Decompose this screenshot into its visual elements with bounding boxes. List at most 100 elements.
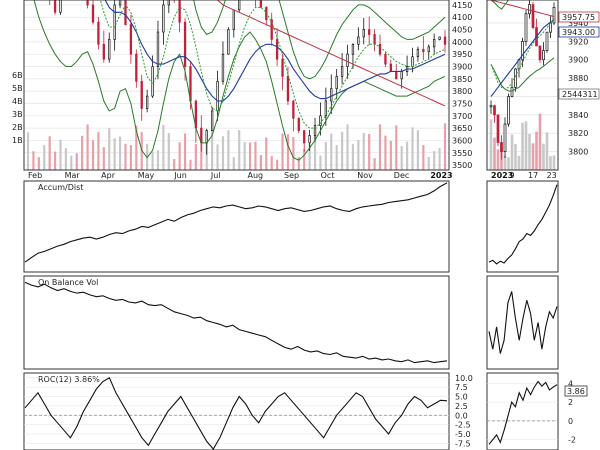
y-tick-label: 3600 xyxy=(452,136,472,145)
candle-body xyxy=(97,21,100,45)
candle-body xyxy=(102,43,105,60)
volume-tick-label: 4B xyxy=(12,97,23,106)
candle-body xyxy=(416,48,420,58)
obv-line xyxy=(24,281,448,364)
x-axis-label: Apr xyxy=(101,171,116,180)
roc-value-label: 3.86 xyxy=(564,385,588,397)
candle-body xyxy=(232,9,235,30)
candle-body xyxy=(510,86,514,97)
volume-bar xyxy=(411,127,414,170)
volume-bar xyxy=(86,124,89,170)
volume-bar xyxy=(259,155,262,170)
volume-bar xyxy=(26,132,30,170)
volume-bar xyxy=(362,132,365,170)
volume-bar xyxy=(297,157,300,170)
volume-bar xyxy=(549,156,552,170)
x-axis-label: Feb xyxy=(28,171,42,180)
obv-title: On Balance Vol xyxy=(38,278,98,287)
sma-red-line xyxy=(490,0,555,17)
volume-bar xyxy=(507,157,510,170)
accum-dist-line xyxy=(24,182,448,263)
x-axis-label: Jun xyxy=(173,171,187,180)
volume-bar xyxy=(324,142,327,170)
roc-y-tick-label: -5.0 xyxy=(455,430,471,439)
roc-y-tick-label: 10.0 xyxy=(455,374,473,383)
volume-bar xyxy=(313,127,317,170)
volume-bar xyxy=(542,143,545,170)
volume-bar xyxy=(135,125,138,170)
volume-bar xyxy=(503,155,507,170)
candle-body xyxy=(427,46,430,53)
y-tick-label: 4100 xyxy=(452,13,472,22)
accum-dist-inset-line xyxy=(488,184,558,265)
volume-bar xyxy=(405,141,409,170)
candle-body xyxy=(292,100,295,119)
candle-body xyxy=(270,19,273,40)
volume-tick-label: 2B xyxy=(12,123,23,132)
y-tick-label: 3700 xyxy=(452,112,472,121)
candle-body xyxy=(351,43,355,55)
price-label-volume-text: 2544311 xyxy=(562,90,598,99)
candle-body xyxy=(238,0,241,11)
candle-body xyxy=(108,39,111,60)
candle-body xyxy=(86,0,89,6)
volume-bar xyxy=(97,132,100,170)
volume-tick-label: 3B xyxy=(12,110,23,119)
candle-body xyxy=(438,36,441,40)
candle-body xyxy=(384,53,387,65)
volume-bar xyxy=(535,131,538,170)
volume-bar xyxy=(528,134,531,170)
candle-body xyxy=(178,0,181,23)
volume-bar xyxy=(395,125,398,170)
roc-inset-y-tick-label: 4 xyxy=(568,379,573,388)
candle-body xyxy=(167,0,170,6)
volume-bar xyxy=(102,147,105,170)
candle-body xyxy=(124,0,127,25)
candle-body xyxy=(493,105,496,116)
volume-bar xyxy=(216,144,219,170)
x-axis-label: Oct xyxy=(321,171,335,180)
volume-bar xyxy=(357,140,360,170)
candle-body xyxy=(129,24,133,55)
volume-bar xyxy=(183,133,187,170)
candle-body xyxy=(275,39,279,60)
volume-bar xyxy=(238,130,241,170)
candle-body xyxy=(221,53,225,82)
volume-bar xyxy=(200,143,203,170)
volume-bar xyxy=(389,141,392,170)
volume-bar xyxy=(438,148,441,170)
volume-bar xyxy=(422,144,425,170)
candle-body xyxy=(389,63,392,72)
volume-bar xyxy=(378,124,382,170)
x-axis-label: Aug xyxy=(247,171,263,180)
candle-body xyxy=(378,43,382,55)
volume-bar xyxy=(368,134,371,170)
candle-body xyxy=(162,4,165,33)
candle-body xyxy=(216,80,219,112)
y-tick-label: 3920 xyxy=(568,37,588,46)
volume-bar xyxy=(243,142,246,170)
volume-bar xyxy=(70,155,73,170)
volume-bar xyxy=(416,130,420,170)
roc-title: ROC(12) 3.86% xyxy=(38,375,100,384)
candle-body xyxy=(542,50,545,61)
candle-body xyxy=(151,66,154,97)
roc-inset-y-tick-label: 0 xyxy=(568,417,573,426)
candle-body xyxy=(335,76,338,90)
candle-body xyxy=(422,48,425,53)
volume-bar xyxy=(129,145,132,170)
volume-bar xyxy=(308,144,311,170)
price-panel: 4150 4100 4050 4000 3950 3900 3850 3800 3750 3700… xyxy=(12,0,472,180)
candle-body xyxy=(514,68,517,88)
volume-bar xyxy=(124,143,127,170)
y-tick-label: 3800 xyxy=(568,148,588,157)
volume-bar xyxy=(265,137,268,170)
y-tick-label: 4000 xyxy=(452,38,472,47)
accum-dist-title: Accum/Dist xyxy=(38,183,83,192)
candle-body xyxy=(524,13,528,42)
volume-bar xyxy=(510,134,514,170)
roc-y-tick-label: -2.5 xyxy=(455,421,471,430)
volume-bar xyxy=(443,123,447,170)
candle-body xyxy=(552,7,556,24)
